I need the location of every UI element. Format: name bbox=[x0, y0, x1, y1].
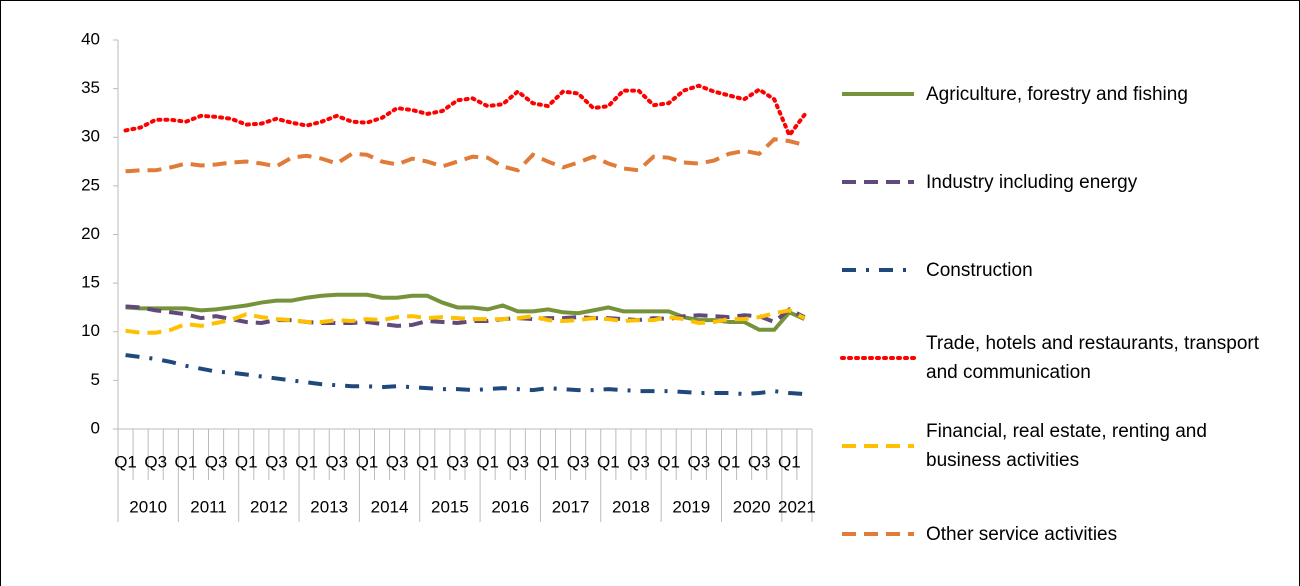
y-tick-label: 0 bbox=[91, 418, 100, 437]
legend-item: Financial, real estate, renting and busi… bbox=[840, 402, 1290, 490]
legend-swatch bbox=[842, 268, 914, 272]
legend-swatch bbox=[842, 92, 914, 96]
legend-item: Other service activities bbox=[840, 490, 1290, 578]
y-tick-label: 20 bbox=[81, 224, 100, 243]
year-label: 2021 bbox=[778, 497, 816, 516]
year-label: 2017 bbox=[552, 497, 590, 516]
x-tick-label: Q1 bbox=[657, 452, 680, 471]
x-tick-label: Q1 bbox=[537, 452, 560, 471]
series-line bbox=[123, 83, 807, 140]
series-line bbox=[125, 292, 806, 332]
x-tick-label: Q3 bbox=[506, 452, 529, 471]
year-label: 2014 bbox=[371, 497, 409, 516]
x-tick-label: Q1 bbox=[295, 452, 318, 471]
legend-label: Trade, hotels and restaurants, transport… bbox=[926, 333, 1260, 383]
legend-item: Industry including energy bbox=[840, 138, 1290, 226]
x-tick-label: Q3 bbox=[627, 452, 650, 471]
year-label: 2020 bbox=[733, 497, 771, 516]
x-tick-label: Q1 bbox=[778, 452, 801, 471]
y-tick-label: 35 bbox=[81, 78, 100, 97]
series-line bbox=[125, 137, 805, 174]
x-tick-label: Q1 bbox=[718, 452, 741, 471]
year-label: 2016 bbox=[491, 497, 529, 516]
year-label: 2011 bbox=[190, 497, 227, 516]
x-tick-label: Q3 bbox=[688, 452, 711, 471]
legend-swatch bbox=[842, 180, 914, 184]
year-label: 2013 bbox=[310, 497, 348, 516]
x-tick-label: Q3 bbox=[144, 452, 167, 471]
legend-item: Trade, hotels and restaurants, transport… bbox=[840, 314, 1290, 402]
series-line bbox=[125, 304, 806, 328]
y-tick-label: 30 bbox=[81, 127, 100, 146]
x-tick-label: Q1 bbox=[356, 452, 379, 471]
y-tick-label: 40 bbox=[81, 29, 100, 48]
x-tick-label: Q1 bbox=[597, 452, 620, 471]
x-tick-label: Q1 bbox=[476, 452, 499, 471]
year-label: 2015 bbox=[431, 497, 469, 516]
x-tick-label: Q3 bbox=[386, 452, 409, 471]
x-tick-label: Q3 bbox=[567, 452, 590, 471]
y-tick-label: 5 bbox=[91, 370, 100, 389]
x-tick-label: Q1 bbox=[235, 452, 258, 471]
x-tick-label: Q3 bbox=[205, 452, 228, 471]
x-tick-label: Q1 bbox=[416, 452, 439, 471]
x-tick-label: Q3 bbox=[325, 452, 348, 471]
y-tick-label: 10 bbox=[81, 321, 100, 340]
year-label: 2019 bbox=[672, 497, 710, 516]
year-label: 2018 bbox=[612, 497, 650, 516]
legend-swatch bbox=[842, 444, 914, 448]
x-tick-label: Q1 bbox=[114, 452, 137, 471]
y-tick-label: 25 bbox=[81, 175, 100, 194]
legend-label: Industry including energy bbox=[926, 171, 1138, 193]
x-tick-label: Q3 bbox=[265, 452, 288, 471]
legend-swatch bbox=[840, 356, 916, 360]
x-tick-label: Q1 bbox=[175, 452, 198, 471]
legend-label: Agriculture, forestry and fishing bbox=[926, 83, 1188, 105]
legend-label: Financial, real estate, renting and busi… bbox=[926, 421, 1207, 471]
series-line bbox=[125, 308, 806, 335]
legend: Agriculture, forestry and fishing Industr… bbox=[840, 50, 1290, 578]
legend-swatch bbox=[842, 532, 914, 536]
y-tick-label: 15 bbox=[81, 273, 100, 292]
series-line bbox=[125, 353, 805, 396]
legend-item: Agriculture, forestry and fishing bbox=[840, 50, 1290, 138]
legend-label: Other service activities bbox=[926, 523, 1118, 545]
legend-label: Construction bbox=[926, 259, 1033, 281]
year-label: 2012 bbox=[250, 497, 288, 516]
x-tick-label: Q3 bbox=[748, 452, 771, 471]
year-label: 2010 bbox=[129, 497, 167, 516]
legend-item: Construction bbox=[840, 226, 1290, 314]
x-tick-label: Q3 bbox=[446, 452, 469, 471]
